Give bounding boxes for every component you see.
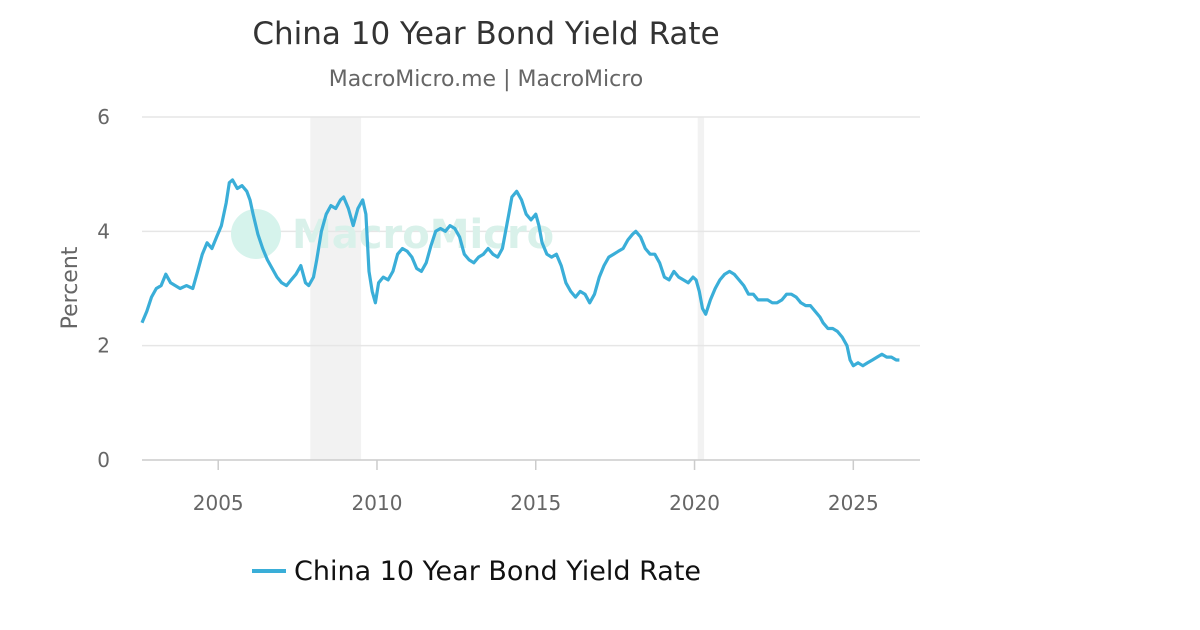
y-tick-label-2: 2 <box>97 334 110 358</box>
y-tick-label-4: 4 <box>97 219 110 243</box>
x-tick-label-2025: 2025 <box>828 491 879 515</box>
y-axis-label: Percent <box>58 246 83 329</box>
watermark-text: MacroMicro <box>292 212 554 258</box>
shaded-period-2 <box>697 117 705 460</box>
x-tick-label-2015: 2015 <box>510 491 561 515</box>
legend-label: China 10 Year Bond Yield Rate <box>294 556 701 587</box>
y-tick-label-6: 6 <box>97 105 110 129</box>
chart-subtitle: MacroMicro.me | MacroMicro <box>329 67 644 92</box>
y-tick-label-0: 0 <box>97 448 110 472</box>
watermark: MacroMicro <box>231 209 554 259</box>
recession-shading <box>310 117 705 460</box>
macromicro-logo-icon <box>231 209 281 259</box>
x-tick-label-2005: 2005 <box>193 491 244 515</box>
shaded-period-1 <box>310 117 362 460</box>
legend[interactable]: China 10 Year Bond Yield Rate <box>252 556 701 587</box>
series-line-china-10y <box>140 178 900 368</box>
x-tick-label-2020: 2020 <box>669 491 720 515</box>
x-tick-label-2010: 2010 <box>352 491 403 515</box>
x-axis-ticks: 2005 2010 2015 2020 2025 <box>193 460 879 515</box>
chart-title: China 10 Year Bond Yield Rate <box>252 16 719 52</box>
y-axis-ticks: 0 2 4 6 <box>97 105 110 472</box>
